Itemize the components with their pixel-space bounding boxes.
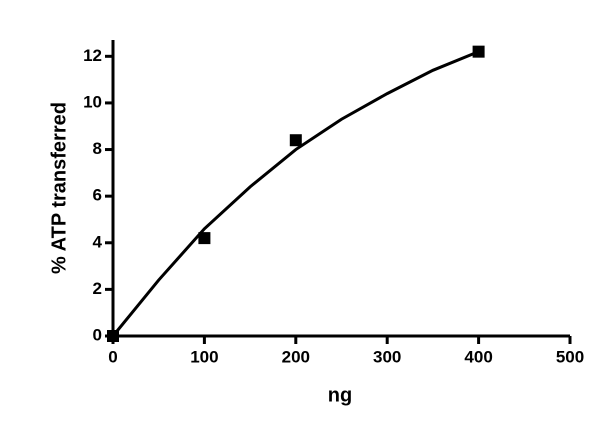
y-tick-label: 8 [93,139,102,158]
data-point [198,232,211,245]
y-tick-label: 4 [93,232,103,251]
fit-curve [111,50,480,337]
y-tick-label: 6 [93,186,102,205]
x-tick-label: 500 [556,347,584,366]
data-point [289,134,302,147]
x-axis-label: ng [328,384,352,406]
y-tick-label: 0 [93,325,102,344]
y-tick-label: 12 [83,46,102,65]
y-axis-label: % ATP transferred [48,102,70,274]
x-tick-label: 100 [190,347,218,366]
y-tick-label: 2 [93,279,102,298]
x-tick-label: 400 [464,347,492,366]
x-tick-label: 200 [282,347,310,366]
x-tick-label: 300 [373,347,401,366]
x-tick-label: 0 [108,347,117,366]
y-tick-label: 10 [83,92,102,111]
